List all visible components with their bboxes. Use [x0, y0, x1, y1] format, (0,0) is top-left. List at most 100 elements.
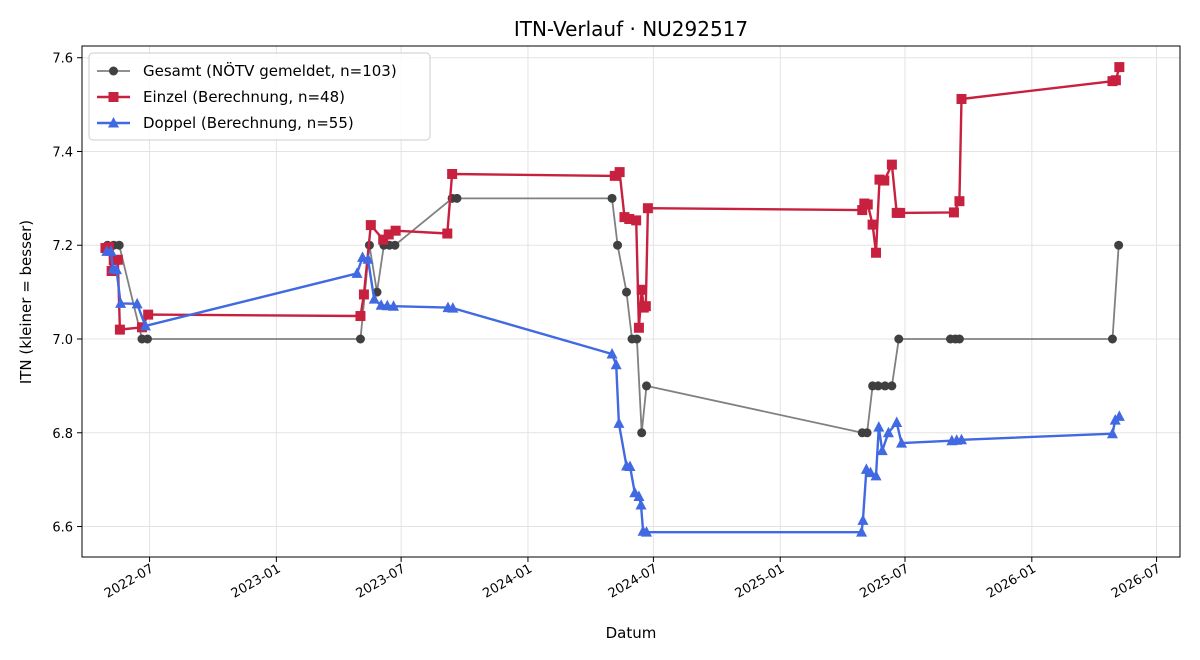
- chart-title: ITN-Verlauf · NU292517: [514, 17, 748, 41]
- data-point: [633, 490, 645, 502]
- x-tick-label: 2023-01: [229, 561, 284, 601]
- data-point: [442, 228, 453, 239]
- data-point: [882, 426, 894, 438]
- data-point: [447, 168, 458, 179]
- y-tick-label: 7.4: [52, 145, 73, 160]
- y-tick-label: 6.8: [52, 427, 73, 442]
- data-point: [1114, 240, 1124, 250]
- data-point: [1110, 75, 1121, 86]
- data-point: [956, 93, 967, 104]
- x-tick-label: 2022-07: [102, 561, 157, 601]
- plot-frame: [81, 45, 1181, 558]
- data-point: [112, 254, 123, 265]
- data-point: [355, 311, 366, 322]
- data-point: [873, 421, 885, 432]
- data-point: [368, 293, 380, 304]
- data-point: [871, 247, 882, 258]
- data-point: [390, 240, 400, 250]
- y-axis-title: ITN (kleiner = besser): [17, 220, 35, 384]
- data-point: [637, 428, 647, 438]
- data-point: [857, 205, 868, 216]
- data-point: [390, 225, 401, 236]
- x-axis-title: Datum: [606, 624, 657, 642]
- data-point: [891, 416, 903, 427]
- data-point: [142, 334, 152, 344]
- data-point: [633, 322, 644, 333]
- data-point: [886, 159, 897, 170]
- data-point: [1113, 410, 1125, 421]
- data-point: [614, 167, 625, 178]
- data-point: [388, 300, 400, 311]
- x-tick-label: 2023-07: [354, 561, 409, 601]
- y-tick-label: 7.2: [52, 239, 73, 254]
- data-point: [447, 302, 459, 313]
- legend-label: Doppel (Berechnung, n=55): [143, 114, 354, 132]
- data-point: [642, 203, 653, 214]
- data-point: [606, 348, 618, 359]
- data-point: [383, 229, 394, 240]
- x-tick-label: 2024-01: [480, 561, 535, 601]
- legend-marker: [109, 66, 118, 76]
- data-point: [610, 358, 622, 370]
- data-point: [873, 381, 883, 391]
- legend-label: Einzel (Berechnung, n=48): [143, 88, 345, 106]
- data-point: [358, 289, 369, 300]
- data-point: [114, 240, 124, 250]
- plot-area: [100, 62, 1125, 537]
- y-tick-label: 6.6: [52, 521, 73, 536]
- legend-item: Gesamt (NÖTV gemeldet, n=103): [97, 61, 397, 80]
- data-point: [956, 433, 968, 445]
- data-point: [115, 297, 127, 308]
- data-point: [857, 514, 869, 525]
- series-triangle-group: [101, 245, 1125, 537]
- legend-item: Doppel (Berechnung, n=55): [97, 114, 354, 132]
- data-point: [867, 219, 878, 230]
- data-point: [1114, 62, 1125, 73]
- data-point: [948, 207, 959, 218]
- data-point: [624, 460, 636, 472]
- data-point: [613, 417, 625, 428]
- data-point: [1106, 427, 1118, 439]
- x-tick-label: 2026-07: [1109, 561, 1164, 601]
- legend: Gesamt (NÖTV gemeldet, n=103) Einzel (Ber…: [88, 52, 431, 141]
- data-point: [641, 526, 653, 537]
- data-point: [110, 263, 122, 275]
- data-point: [378, 234, 389, 245]
- data-point: [896, 437, 908, 448]
- data-point: [624, 213, 635, 224]
- legend-label: Gesamt (NÖTV gemeldet, n=103): [143, 61, 397, 80]
- data-point: [636, 284, 647, 295]
- legend-item: Einzel (Berechnung, n=48): [97, 88, 345, 106]
- x-tick-label: 2025-01: [733, 561, 788, 601]
- data-point: [862, 199, 873, 210]
- series-circle-group: [103, 193, 1124, 438]
- data-point: [1107, 334, 1117, 344]
- data-point: [631, 215, 642, 226]
- data-point: [103, 242, 114, 253]
- data-point: [954, 196, 965, 207]
- data-point: [143, 309, 154, 320]
- data-point: [895, 207, 906, 218]
- data-point: [876, 444, 888, 456]
- legend-marker: [108, 117, 119, 128]
- data-point: [139, 319, 151, 331]
- x-tick-label: 2025-07: [857, 561, 912, 601]
- data-point: [865, 466, 877, 478]
- data-point: [870, 469, 882, 481]
- data-point: [640, 301, 651, 312]
- data-point: [856, 526, 868, 537]
- data-point: [105, 245, 117, 256]
- y-tick-label: 7.0: [52, 333, 73, 348]
- data-point: [632, 334, 642, 344]
- legend-marker: [108, 92, 119, 102]
- data-point: [954, 334, 964, 344]
- series-line: [107, 197, 1120, 434]
- x-tick-label: 2024-07: [606, 561, 661, 601]
- data-point: [894, 334, 904, 344]
- data-point: [355, 334, 365, 344]
- legend-box: [88, 52, 431, 141]
- data-point: [635, 498, 647, 510]
- data-point: [131, 297, 143, 309]
- x-tick-label: 2026-01: [984, 561, 1039, 601]
